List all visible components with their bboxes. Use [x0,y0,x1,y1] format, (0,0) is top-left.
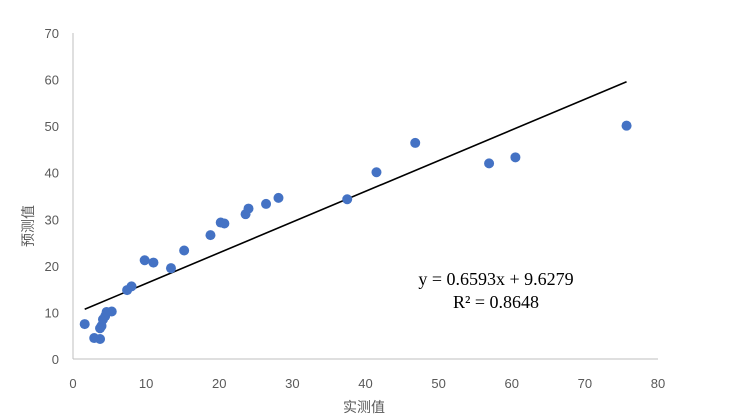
data-point [410,137,421,148]
data-points [79,120,632,344]
data-point [243,203,254,214]
data-point [510,152,521,163]
data-point [371,167,382,178]
x-tick-label: 10 [139,376,153,391]
x-tick-label: 30 [285,376,299,391]
y-tick-label: 70 [45,26,59,41]
x-tick-label: 0 [69,376,76,391]
data-point [273,192,284,203]
data-point [139,255,150,266]
x-axis-title: 实测值 [343,399,385,415]
data-point [106,306,117,317]
data-point [79,319,90,330]
x-tick-label: 50 [431,376,445,391]
y-tick-label: 10 [45,305,59,320]
x-tick-label: 60 [505,376,519,391]
data-point [165,263,176,274]
data-point [342,194,353,205]
x-tick-label: 80 [651,376,665,391]
y-tick-label: 50 [45,119,59,134]
data-point [484,158,495,169]
data-point [219,218,230,229]
y-tick-label: 20 [45,259,59,274]
y-tick-label: 40 [45,166,59,181]
y-tick-label: 0 [52,352,59,367]
data-point [179,245,190,256]
x-tick-label: 70 [578,376,592,391]
y-tick-label: 60 [45,73,59,88]
x-tick-label: 40 [358,376,372,391]
data-point [261,198,272,209]
x-tick-label: 20 [212,376,226,391]
data-point [148,257,159,268]
x-axis-ticks: 0 10 20 30 40 50 60 70 80 [69,376,665,391]
data-point [95,333,106,344]
trendline-r-squared: R² = 0.8648 [453,292,539,312]
data-point [621,120,632,131]
data-point [126,281,137,292]
y-axis-ticks: 0 10 20 30 40 50 60 70 [45,26,59,367]
data-point [205,230,216,241]
y-tick-label: 30 [45,212,59,227]
y-axis-title: 预测值 [20,205,36,247]
trendline-equation: y = 0.6593x + 9.6279 [418,269,573,289]
trendline [84,80,627,310]
